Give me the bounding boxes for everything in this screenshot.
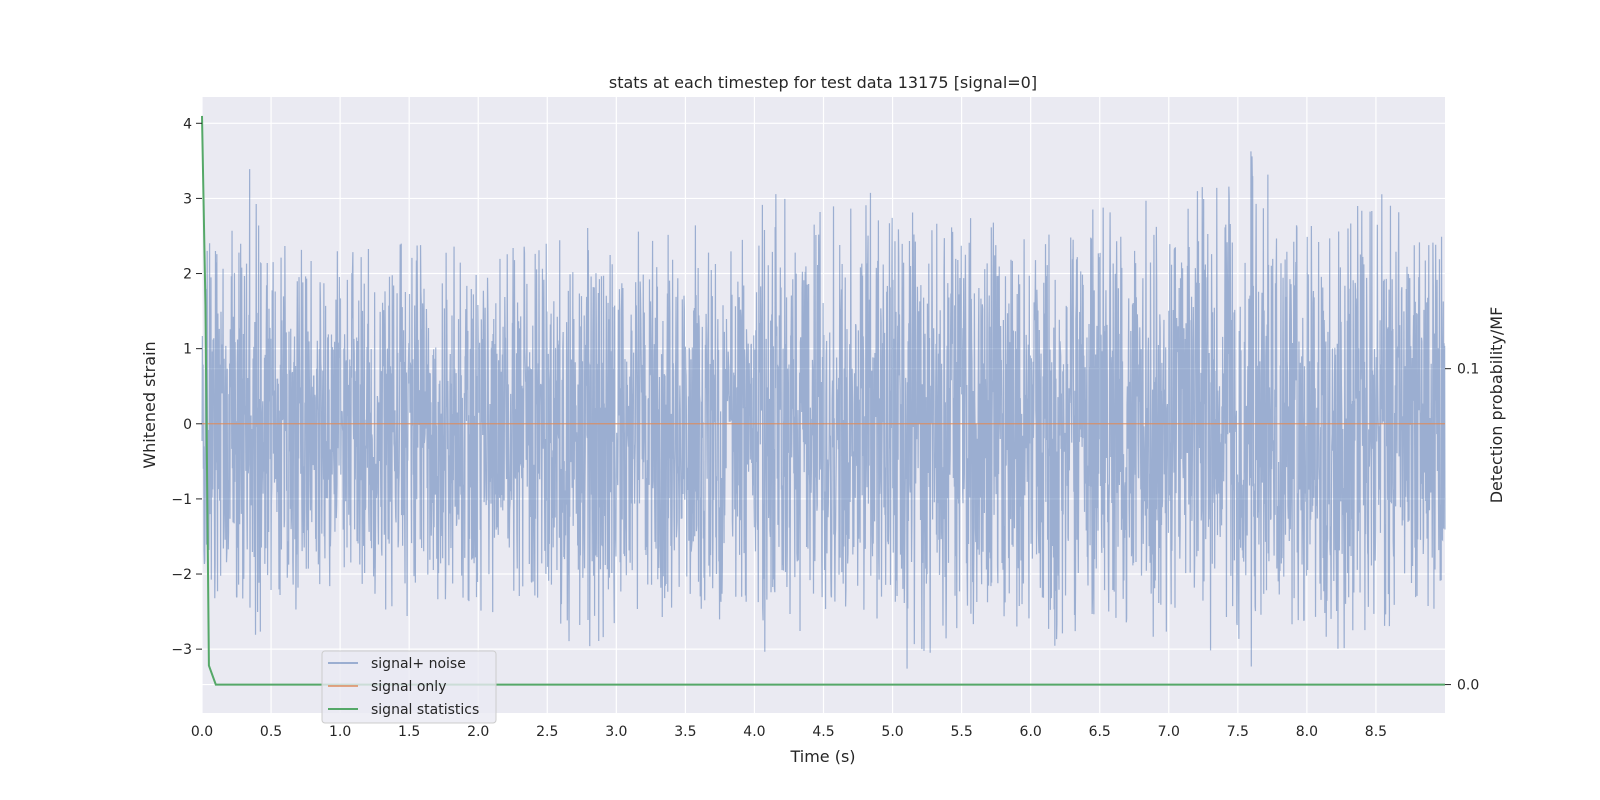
x-tick-label: 1.5	[398, 724, 420, 740]
legend: signal+ noise signal only signal statist…	[321, 650, 497, 724]
x-tick-label: 7.5	[1227, 724, 1249, 740]
legend-box	[321, 650, 497, 724]
x-tick-label: 6.5	[1089, 724, 1111, 740]
noise-series	[201, 151, 1446, 669]
x-tick-label: 5.0	[881, 724, 903, 740]
ticks-layer: 0.0 0.5 1.0 1.5 2.0 2.5 3.0 3.5 4.0 4.5 5.0 5.5 6.0 6…	[171, 116, 1479, 740]
x-tick-label: 8.5	[1365, 724, 1387, 740]
y-tick-label: 4	[183, 116, 192, 132]
y-tick-label: 3	[183, 191, 192, 207]
x-tick-label: 2.5	[536, 724, 558, 740]
x-tick-label: 6.0	[1020, 724, 1042, 740]
y-tick-label: −3	[171, 642, 192, 658]
x-tick-label: 3.5	[674, 724, 696, 740]
y-tick-label: 0	[183, 417, 192, 433]
chart-title: stats at each timestep for test data 131…	[609, 73, 1037, 92]
y-tick-label: 2	[183, 267, 192, 283]
x-tick-label: 4.0	[743, 724, 765, 740]
x-tick-label: 3.0	[605, 724, 627, 740]
x-tick-label: 2.0	[467, 724, 489, 740]
legend-label-signal-statistics: signal statistics	[371, 702, 479, 718]
x-axis-label: Time (s)	[789, 747, 855, 766]
x-tick-label: 0.5	[260, 724, 282, 740]
signal-noise-line	[201, 151, 1446, 669]
y-tick-label: 1	[183, 342, 192, 358]
x-tick-label: 1.0	[329, 724, 351, 740]
y2-tick-label: 0.1	[1457, 362, 1479, 378]
legend-label-signal-only: signal only	[371, 679, 446, 695]
legend-label-signal-noise: signal+ noise	[371, 656, 466, 672]
y-axis-label: Whitened strain	[140, 341, 159, 468]
y2-axis-label: Detection probability/MF	[1487, 307, 1506, 504]
y2-tick-label: 0.0	[1457, 678, 1479, 694]
x-tick-label: 8.0	[1296, 724, 1318, 740]
x-tick-label: 0.0	[191, 724, 213, 740]
x-tick-label: 5.5	[950, 724, 972, 740]
x-tick-label: 7.0	[1158, 724, 1180, 740]
y-tick-label: −1	[171, 492, 192, 508]
x-tick-label: 4.5	[812, 724, 834, 740]
y-tick-label: −2	[171, 567, 192, 583]
